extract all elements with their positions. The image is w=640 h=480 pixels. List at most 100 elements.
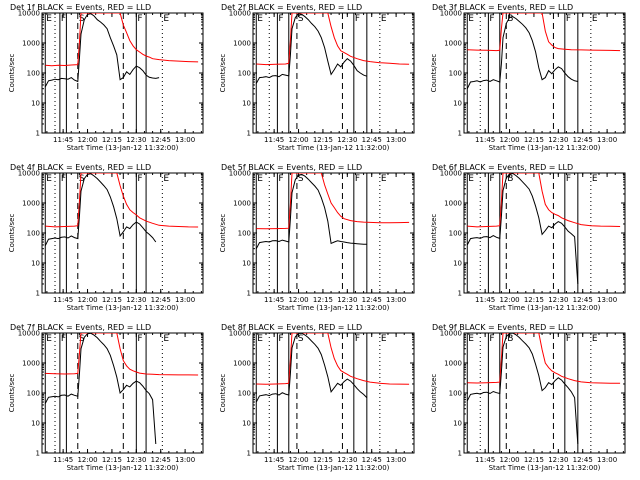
marker-label: F <box>137 334 142 344</box>
x-tick-label: 12:45 <box>362 296 382 304</box>
panel-title: Det 3f BLACK = Events, RED = LLD <box>432 3 573 12</box>
marker-label: F <box>489 174 494 184</box>
marker-label: F <box>489 334 494 344</box>
marker-label: F <box>566 14 571 24</box>
y-tick-label: 1 <box>458 130 462 138</box>
marker-label: F <box>61 174 66 184</box>
x-tick-label: 12:45 <box>362 136 382 144</box>
y-axis-title: Counts/sec <box>430 214 438 253</box>
marker-label: F <box>489 14 494 24</box>
x-tick-label: 12:30 <box>126 136 146 144</box>
y-tick-label: 100 <box>449 230 462 238</box>
x-tick-label: 13:00 <box>175 296 195 304</box>
marker-label: B <box>507 334 513 344</box>
x-tick-label: 11:45 <box>264 456 284 464</box>
x-tick-label: 12:30 <box>126 296 146 304</box>
y-axis-title: Counts/sec <box>430 374 438 413</box>
y-tick-label: 1000 <box>22 360 40 368</box>
panel-5: Det 5f BLACK = Events, RED = LLD 1 10 100 10… <box>219 163 415 312</box>
marker-label: E <box>46 174 52 184</box>
marker-label: F <box>355 334 360 344</box>
x-tick-label: 12:15 <box>102 296 122 304</box>
x-tick-label: 11:45 <box>53 136 73 144</box>
y-tick-label: 10000 <box>18 170 40 178</box>
marker-label: S <box>298 334 304 344</box>
x-tick-label: 12:45 <box>362 456 382 464</box>
x-tick-label: 13:00 <box>386 456 406 464</box>
y-tick-label: 10 <box>31 420 40 428</box>
y-tick-label: 10 <box>242 260 251 268</box>
x-tick-label: 11:45 <box>53 296 73 304</box>
marker-label: E <box>468 334 474 344</box>
marker-label: S <box>79 174 85 184</box>
marker-label: F <box>278 174 283 184</box>
y-tick-label: 10 <box>242 420 251 428</box>
y-tick-label: 1 <box>36 450 40 458</box>
y-axis-title: Counts/sec <box>8 374 16 413</box>
y-tick-label: 10000 <box>229 170 251 178</box>
x-axis-title: Start Time (13-Jan-12 11:32:00) <box>278 304 390 312</box>
y-tick-label: 100 <box>238 230 251 238</box>
panel-1: Det 1f BLACK = Events, RED = LLD 1 10 100 10… <box>8 3 204 152</box>
y-tick-label: 100 <box>449 390 462 398</box>
marker-label: E <box>381 334 387 344</box>
plot-series <box>466 13 621 89</box>
plot-series <box>44 13 199 87</box>
y-tick-label: 10000 <box>440 10 462 18</box>
marker-label: E <box>468 174 474 184</box>
x-axis-title: Start Time (13-Jan-12 11:32:00) <box>67 464 179 472</box>
x-tick-label: 11:45 <box>475 456 495 464</box>
plot-series <box>255 13 410 84</box>
y-tick-label: 1 <box>247 130 251 138</box>
marker-label: S <box>79 14 85 24</box>
x-tick-label: 12:15 <box>313 456 333 464</box>
y-tick-label: 1000 <box>444 200 462 208</box>
x-tick-label: 11:45 <box>53 456 73 464</box>
x-tick-label: 12:15 <box>313 296 333 304</box>
marker-label: F <box>278 334 283 344</box>
y-tick-label: 100 <box>27 70 40 78</box>
y-axis-title: Counts/sec <box>8 214 16 253</box>
plot-series <box>255 333 410 403</box>
marker-label: B <box>507 174 513 184</box>
x-axis-title: Start Time (13-Jan-12 11:32:00) <box>67 144 179 152</box>
y-tick-label: 10 <box>453 420 462 428</box>
panel-title: Det 9f BLACK = Events, RED = LLD <box>432 323 573 332</box>
marker-label: S <box>298 174 304 184</box>
events-series-line <box>466 173 579 285</box>
x-tick-label: 12:30 <box>337 136 357 144</box>
marker-label: F <box>61 14 66 24</box>
y-axis-title: Counts/sec <box>430 54 438 93</box>
marker-label: F <box>137 174 142 184</box>
x-axis-title: Start Time (13-Jan-12 11:32:00) <box>489 144 601 152</box>
x-tick-label: 12:15 <box>313 136 333 144</box>
y-tick-label: 10000 <box>18 330 40 338</box>
x-tick-label: 12:30 <box>548 296 568 304</box>
marker-label: B <box>507 14 513 24</box>
marker-label: E <box>257 334 263 344</box>
panel-6: Det 6f BLACK = Events, RED = LLD 1 10 100 10… <box>430 163 626 312</box>
marker-label: E <box>46 334 52 344</box>
lld-series-line <box>45 173 199 228</box>
panel-9: Det 9f BLACK = Events, RED = LLD 1 10 100 10… <box>430 323 626 472</box>
y-tick-label: 10000 <box>18 10 40 18</box>
marker-label: F <box>137 14 142 24</box>
marker-label: E <box>381 14 387 24</box>
marker-label: F <box>355 174 360 184</box>
x-tick-label: 12:00 <box>499 296 519 304</box>
x-tick-label: 13:00 <box>597 136 617 144</box>
marker-label: E <box>592 334 598 344</box>
x-tick-label: 12:45 <box>151 136 171 144</box>
x-tick-label: 12:30 <box>337 456 357 464</box>
y-tick-label: 10000 <box>440 330 462 338</box>
marker-label: S <box>298 14 304 24</box>
panel-title: Det 6f BLACK = Events, RED = LLD <box>432 163 573 172</box>
y-tick-label: 1000 <box>233 200 251 208</box>
panel-8: Det 8f BLACK = Events, RED = LLD 1 10 100 10… <box>219 323 415 472</box>
x-tick-label: 13:00 <box>386 296 406 304</box>
y-tick-label: 1000 <box>22 200 40 208</box>
y-tick-label: 1 <box>458 290 462 298</box>
x-tick-label: 12:15 <box>102 456 122 464</box>
panel-title: Det 4f BLACK = Events, RED = LLD <box>10 163 151 172</box>
lld-series-line <box>256 13 410 66</box>
